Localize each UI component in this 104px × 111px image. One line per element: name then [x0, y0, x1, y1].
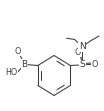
Text: O: O — [15, 47, 21, 56]
Text: HO: HO — [6, 68, 18, 77]
Text: O: O — [75, 48, 81, 57]
Text: N: N — [79, 42, 86, 51]
Text: O: O — [92, 60, 98, 69]
Text: B: B — [21, 60, 27, 69]
Text: S: S — [79, 60, 85, 69]
